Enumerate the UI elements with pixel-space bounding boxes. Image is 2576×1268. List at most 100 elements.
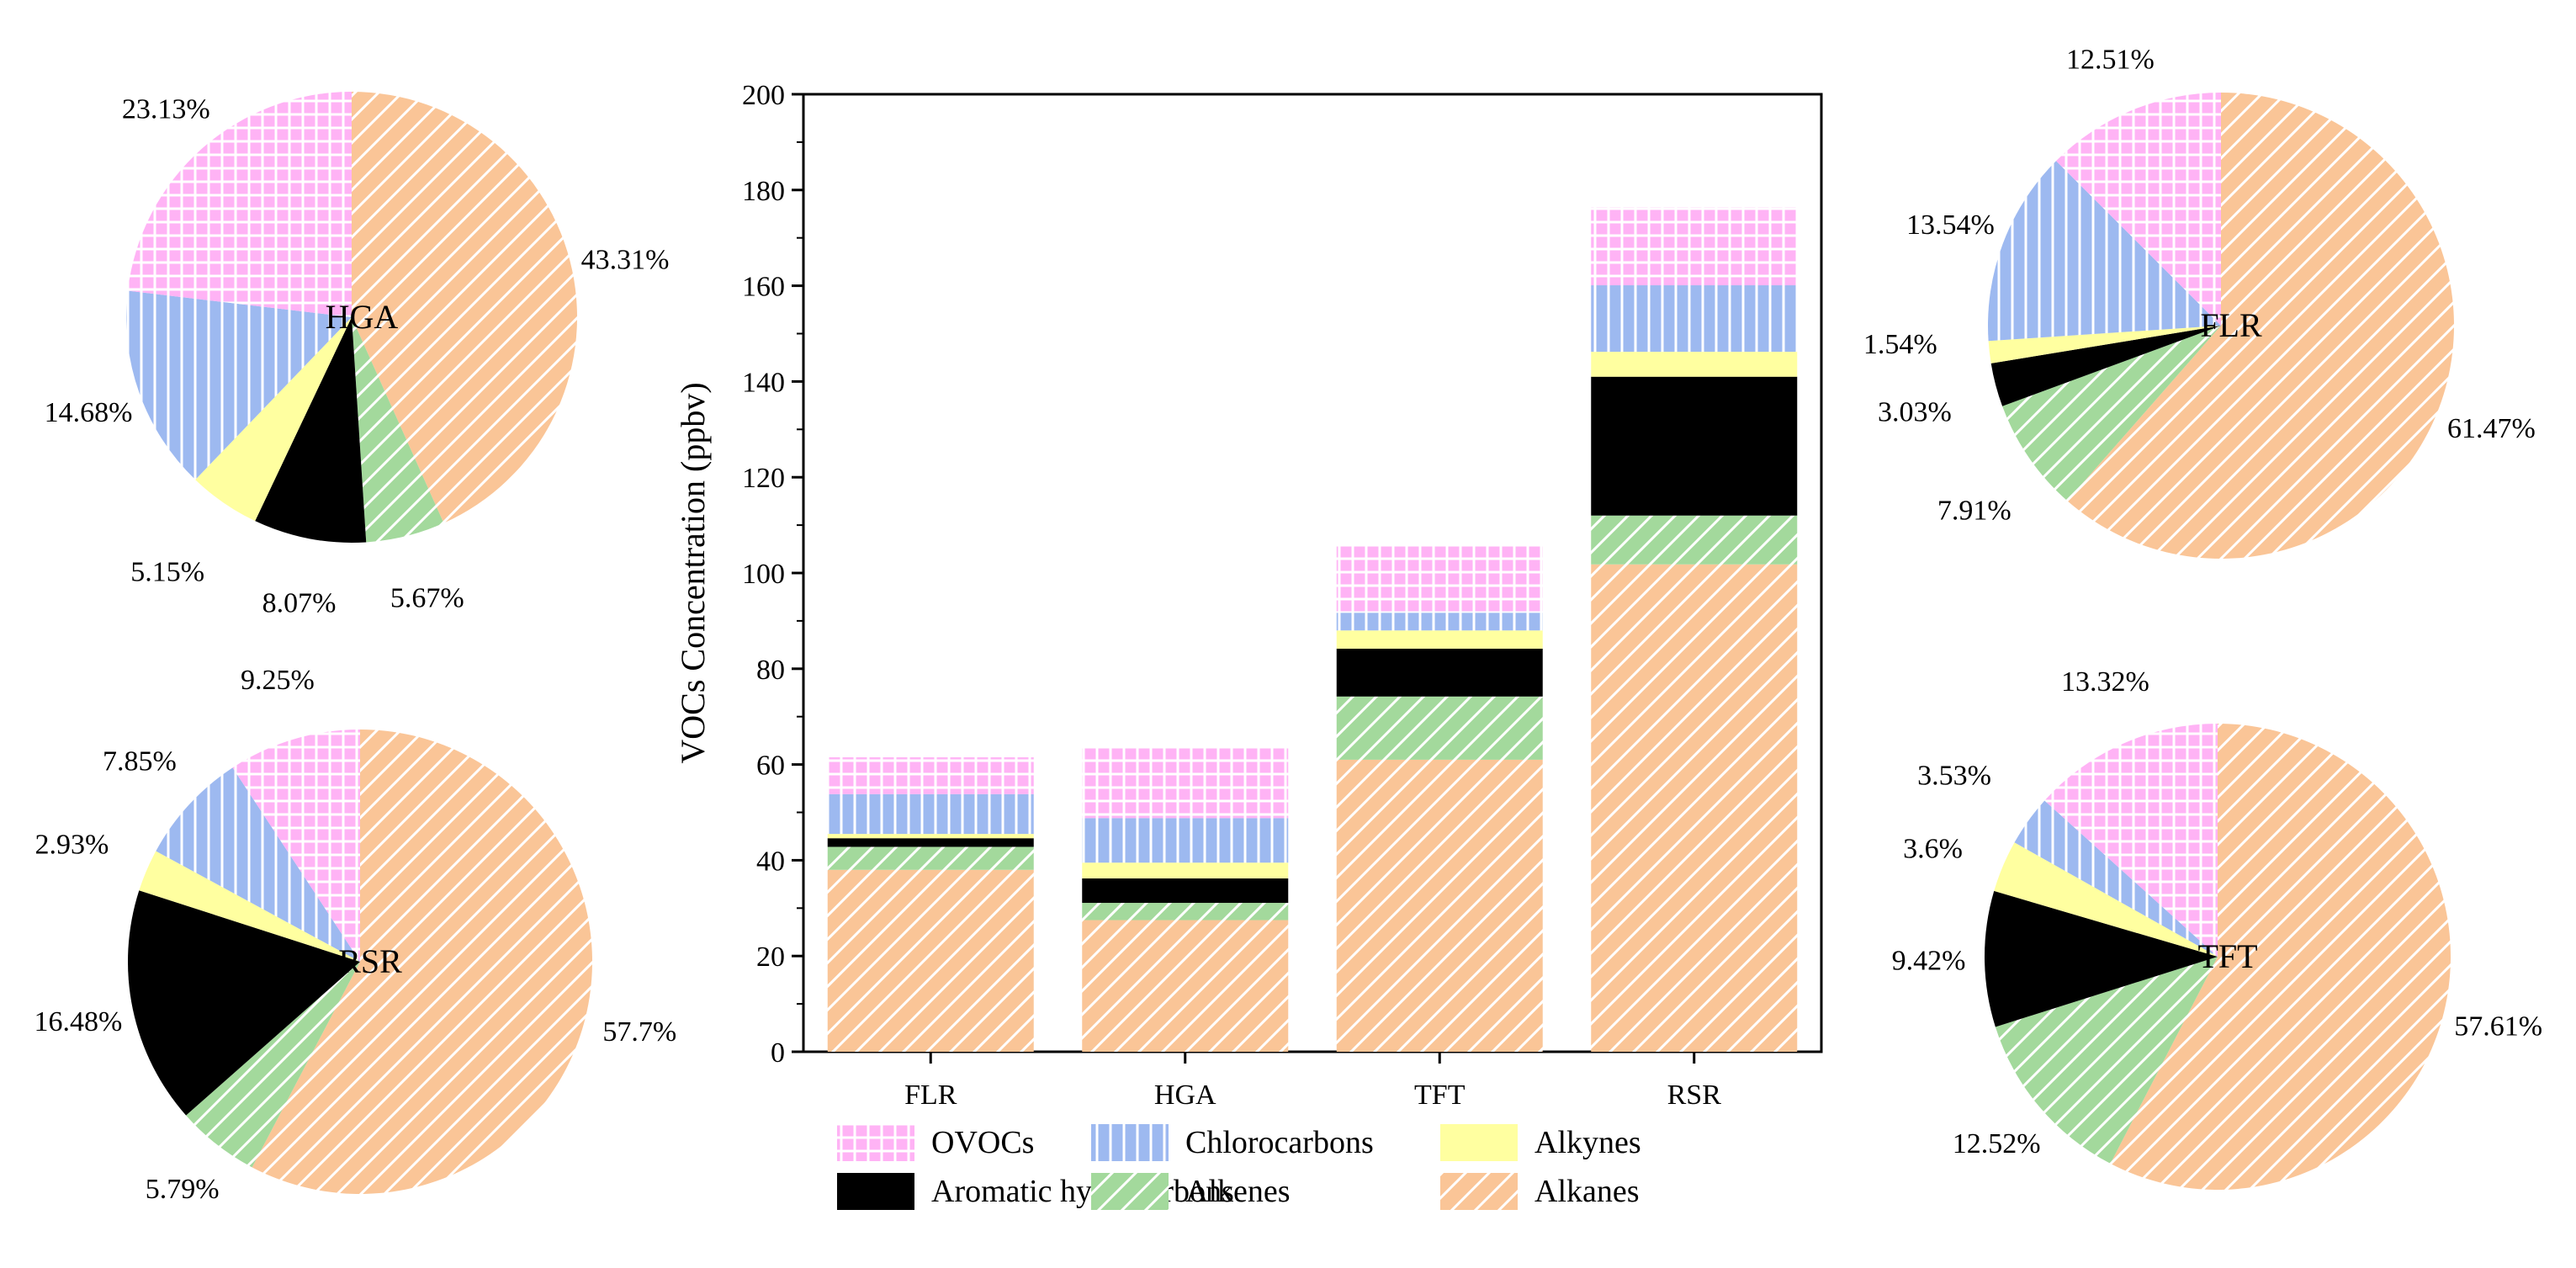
pie-flr-label-alkenes: 7.91% — [1937, 495, 2012, 526]
y-tick-label: 100 — [742, 559, 785, 590]
pie-rsr-label-ovocs: 9.25% — [241, 665, 315, 696]
bar-hga-alkanes — [1082, 920, 1289, 1052]
pie-hga-slice-alkanes — [352, 92, 577, 523]
pie-hga-label-alkynes: 5.15% — [130, 556, 204, 587]
pie-flr-slice-alkenes — [2002, 326, 2221, 501]
y-tick-label: 200 — [742, 80, 785, 111]
pie-rsr-label-alkynes: 2.93% — [34, 829, 109, 860]
bar-hga-alkynes — [1082, 862, 1289, 879]
y-tick-label: 0 — [771, 1037, 785, 1069]
pie-tft-slice-alkanes — [2110, 724, 2451, 1191]
pie-hga-label-aromatic-hydrocarbons: 8.07% — [262, 587, 337, 618]
bar-tft-alkenes — [1336, 696, 1543, 760]
y-tick-label: 140 — [742, 367, 785, 398]
legend-swatch-alkanes — [1440, 1173, 1518, 1210]
x-tick-label-hga: HGA — [1154, 1080, 1216, 1111]
pie-rsr-slice-alkanes — [252, 729, 592, 1195]
y-tick-label: 20 — [756, 942, 785, 973]
legend-swatch-alkynes — [1440, 1124, 1518, 1161]
bar-hga-aromatic-hydrocarbons — [1082, 878, 1289, 904]
pie-charts: 43.31% 5.67% 8.07% 5.15% 14.68% 23.13% HGA 57.7… — [34, 45, 2543, 1205]
legend-swatch-ovocs — [837, 1124, 914, 1161]
x-tick-label-tft: TFT — [1414, 1080, 1466, 1111]
pie-tft-slice-alkenes — [1995, 957, 2218, 1164]
pie-flr-slice-chlorocarbons — [1988, 161, 2221, 342]
bar-flr-alkenes — [827, 846, 1034, 870]
legend-item-alkenes: Alkenes — [1091, 1173, 1291, 1210]
bar-flr-chlorocarbons — [827, 793, 1034, 835]
pie-hga-slice-aromatic-hydrocarbons — [255, 317, 367, 543]
pie-flr-slice-alkanes — [2067, 93, 2454, 560]
legend-swatch-aromatic-hydrocarbons — [837, 1173, 914, 1210]
legend-label-alkenes: Alkenes — [1185, 1174, 1291, 1209]
pie-flr-label-alkynes: 1.54% — [1863, 329, 1937, 360]
pie-tft-label-chlorocarbons: 3.53% — [1917, 761, 1991, 792]
bar-flr-alkanes — [827, 869, 1034, 1052]
pie-rsr-label-aromatic-hydrocarbons: 16.48% — [34, 1006, 123, 1037]
legend-label-ovocs: OVOCs — [931, 1125, 1034, 1160]
pie-hga-slice-ovocs — [127, 91, 352, 317]
bar-hga-ovocs — [1082, 747, 1289, 819]
y-tick-label: 60 — [756, 751, 785, 782]
bar-rsr-aromatic-hydrocarbons — [1591, 376, 1798, 516]
pie-flr-label-alkanes: 61.47% — [2447, 413, 2536, 444]
pie-tft-slice-alkynes — [1994, 842, 2218, 957]
bar-tft-chlorocarbons — [1336, 613, 1543, 631]
pie-tft-label-aromatic-hydrocarbons: 9.42% — [1892, 945, 1966, 976]
bar-tft-alkynes — [1336, 630, 1543, 649]
pie-tft: 57.61% 12.52% 9.42% 3.6% 3.53% 13.32% TFT — [1892, 666, 2542, 1191]
bar-tft-aromatic-hydrocarbons — [1336, 648, 1543, 697]
pie-hga-label-chlorocarbons: 14.68% — [45, 397, 133, 428]
pie-rsr-title: RSR — [338, 942, 402, 980]
bar-rsr-ovocs — [1591, 207, 1798, 286]
bar-flr-alkynes — [827, 834, 1034, 839]
pie-flr-label-chlorocarbons: 13.54% — [1906, 210, 1995, 241]
pie-flr: 61.47% 7.91% 3.03% 1.54% 13.54% 12.51% FLR — [1863, 45, 2536, 560]
bar-rsr-alkynes — [1591, 352, 1798, 377]
pie-flr-label-ovocs: 12.51% — [2066, 45, 2155, 76]
pie-hga-slice-chlorocarbons — [126, 290, 352, 480]
bar-hga-alkenes — [1082, 903, 1289, 920]
bar-flr-ovocs — [827, 757, 1034, 794]
pie-flr-label-aromatic-hydrocarbons: 3.03% — [1878, 397, 1952, 428]
bar-tft-alkanes — [1336, 759, 1543, 1052]
pie-tft-title: TFT — [2197, 937, 2257, 975]
pie-rsr: 57.7% 5.79% 16.48% 2.93% 7.85% 9.25% RSR — [34, 665, 677, 1205]
y-tick-label: 160 — [742, 272, 785, 303]
pie-flr-slice-ovocs — [2056, 92, 2221, 326]
pie-hga-slice-alkenes — [352, 317, 444, 543]
pie-rsr-label-alkenes: 5.79% — [146, 1174, 220, 1205]
legend-swatch-alkenes — [1091, 1173, 1169, 1210]
pie-tft-label-alkynes: 3.6% — [1903, 834, 1963, 865]
legend-label-aromatic-hydrocarbons: Aromatic hydrocarbons — [931, 1174, 1234, 1209]
legend-item-chlorocarbons: Chlorocarbons — [1091, 1124, 1374, 1161]
bar-flr-aromatic-hydrocarbons — [827, 838, 1034, 847]
pie-rsr-slice-ovocs — [232, 729, 360, 962]
x-tick-label-rsr: RSR — [1667, 1080, 1722, 1111]
bar-hga-chlorocarbons — [1082, 818, 1289, 863]
legend-item-alkynes: Alkynes — [1440, 1124, 1641, 1161]
pie-rsr-slice-alkynes — [139, 851, 361, 962]
legend-swatch-chlorocarbons — [1091, 1124, 1169, 1161]
pie-hga-label-alkenes: 5.67% — [390, 583, 464, 614]
pie-tft-label-ovocs: 13.32% — [2061, 666, 2149, 698]
pie-rsr-slice-aromatic-hydrocarbons — [128, 890, 360, 1116]
bar-rsr-alkanes — [1591, 564, 1798, 1052]
x-tick-label-flr: FLR — [904, 1080, 957, 1111]
bar-rsr-alkenes — [1591, 515, 1798, 565]
legend-item-ovocs: OVOCs — [837, 1124, 1034, 1161]
legend-item-aromatic-hydrocarbons: Aromatic hydrocarbons — [837, 1173, 1234, 1210]
pie-hga-label-alkanes: 43.31% — [581, 245, 670, 276]
pie-rsr-label-chlorocarbons: 7.85% — [103, 745, 177, 777]
bar-rsr-chlorocarbons — [1591, 285, 1798, 353]
pie-rsr-slice-chlorocarbons — [156, 767, 360, 962]
legend-item-alkanes: Alkanes — [1440, 1173, 1640, 1210]
bar-tft-ovocs — [1336, 544, 1543, 613]
pie-rsr-label-alkanes: 57.7% — [602, 1016, 676, 1048]
pie-tft-label-alkenes: 12.52% — [1953, 1128, 2041, 1159]
pie-hga-label-ovocs: 23.13% — [122, 94, 210, 125]
pie-flr-slice-aromatic-hydrocarbons — [1990, 326, 2221, 406]
pie-flr-slice-alkynes — [1988, 326, 2221, 363]
